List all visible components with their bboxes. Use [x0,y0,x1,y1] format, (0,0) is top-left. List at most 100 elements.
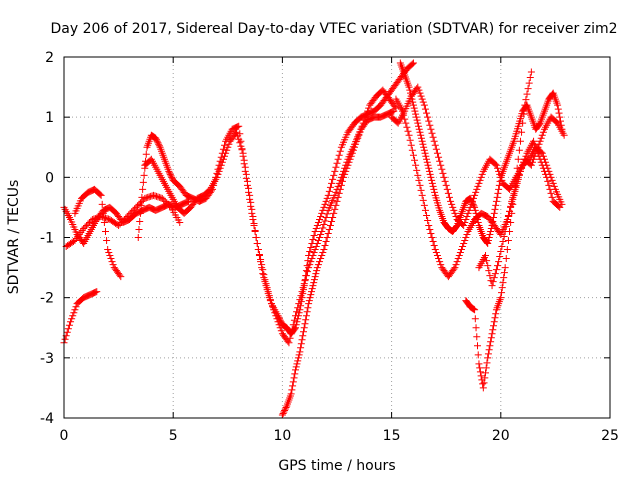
data-point-interp [450,265,458,273]
data-point-interp [323,234,331,241]
chart-title: Day 206 of 2017, Sidereal Day-to-day VTE… [51,21,618,37]
data-point-interp [317,255,325,263]
data-point-interp [134,202,142,210]
data-point-interp [436,258,444,266]
data-point-interp [406,136,414,144]
y-axis-label: SDTVAR / TECUs [6,180,22,295]
data-point-interp [423,211,431,219]
data-point-interp [417,92,425,100]
data-point-interp [477,372,485,380]
data-point-interp [417,186,425,194]
data-point-interp [282,403,290,411]
data-point-interp [415,176,423,184]
data-point-interp [487,338,495,346]
data-point-interp [263,286,271,294]
data-point-interp [492,310,500,318]
data-point [134,234,142,241]
data-point-interp [535,140,543,148]
data-point-interp [419,196,427,204]
data-point-interp [250,219,258,227]
data-point-interp [423,109,431,117]
data-point-interp [247,198,255,206]
data-point-interp [281,405,289,413]
data-point-interp [469,305,477,313]
data-point-interp [317,212,325,220]
data-point-interp [519,161,527,169]
data-point-interp [161,197,169,205]
data-point-interp [274,318,282,326]
data-point-interp [109,261,117,269]
data-point [331,167,339,175]
data-point [158,194,166,202]
data-point-interp [433,252,441,260]
data-point-interp [90,215,98,223]
data-point-interp [313,240,321,248]
data-point-interp [510,189,518,197]
data-point-interp [343,164,351,172]
data-point-interp [166,202,174,210]
data-point-interp [136,217,144,225]
data-point-interp [289,378,297,386]
data-point-interp [472,324,480,332]
data-point-interp [555,109,563,117]
data-point-interp [462,234,470,241]
data-point [150,191,158,199]
x-axis-label: GPS time / hours [278,458,395,474]
data-point [296,348,304,356]
data-point-interp [484,350,492,358]
data-point [67,318,75,326]
data-point-interp [490,213,498,221]
data-point-interp [306,248,314,256]
data-point [318,209,326,217]
data-point [501,227,509,235]
data-point [139,185,147,193]
y-tick-label: -4 [40,411,54,427]
data-point [527,161,535,169]
data-point [93,288,101,296]
data-point-interp [465,206,473,214]
data-point-interp [441,177,449,185]
data-point-interp [425,117,433,125]
data-point-interp [293,308,301,316]
data-point-interp [332,188,340,196]
data-point-interp [307,244,315,252]
data-point-interp [325,225,333,233]
series-track-1 [60,197,192,248]
data-point-interp [322,197,330,205]
data-point-interp [416,89,424,97]
data-point-interp [498,284,506,292]
data-point-interp [348,149,356,157]
x-tick-label: 25 [601,428,619,444]
data-point-interp [168,173,176,181]
data-point-interp [556,113,564,121]
data-point [88,215,96,223]
data-point [141,194,149,202]
data-point-interp [426,225,434,233]
data-point-interp [507,202,515,210]
data-point-interp [337,181,345,189]
data-point-interp [502,222,510,230]
data-point-interp [473,333,481,341]
data-point-interp [329,213,337,221]
data-point-interp [271,309,279,317]
data-point-interp [92,288,100,296]
data-point-interp [492,266,500,274]
series-track-3 [71,185,125,281]
data-point [104,246,112,254]
data-point [514,155,522,163]
data-point-interp [350,143,358,151]
data-point-interp [258,264,266,272]
data-point-interp [410,104,418,112]
data-point-interp [431,141,439,149]
data-point-interp [142,150,150,158]
data-point-interp [155,140,163,148]
y-tick-label: 2 [45,50,54,66]
data-point-interp [289,382,297,390]
data-point-interp [323,210,331,218]
data-point-interp [297,344,305,352]
data-point-interp [330,171,338,179]
data-point-interp [137,201,145,209]
data-point [239,149,247,157]
data-point-interp [421,149,429,157]
data-point-interp [145,193,153,201]
